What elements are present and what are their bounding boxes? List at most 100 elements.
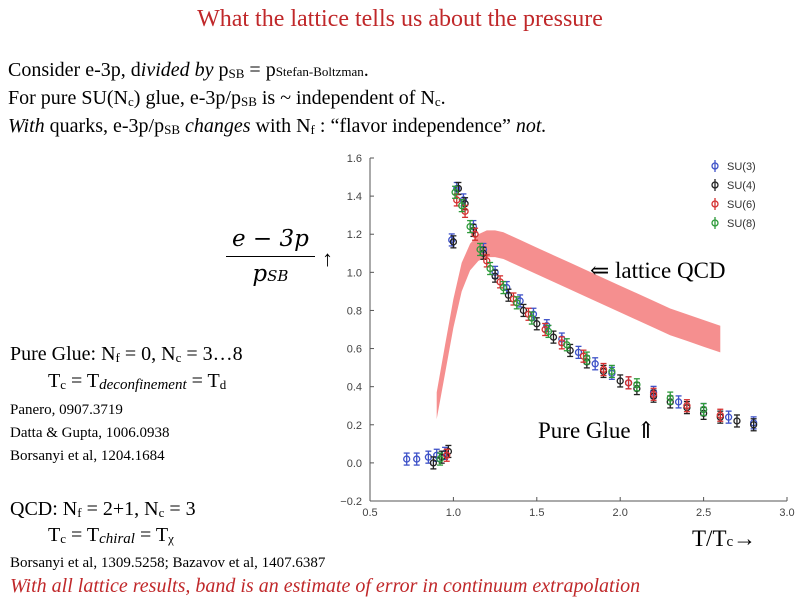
data-marker: [599, 365, 608, 374]
chart: −0.2 0.0 0.2 0.4 0.6 0.8 1.0 1.2 1.4 1.6 0.5 1.0 1.5…: [340, 153, 794, 519]
x-tick-label: 0.5: [362, 507, 377, 519]
pure-glue-line: Pure Glue: Nf = 0, Nc = 3…8: [10, 343, 243, 365]
data-marker: [724, 413, 733, 421]
data-point: [496, 275, 504, 289]
legend-marker: [711, 219, 719, 227]
data-point: [716, 408, 724, 422]
data-marker: [466, 222, 474, 231]
data-point: [583, 351, 591, 365]
data-marker: [451, 188, 459, 196]
data-marker: [448, 236, 456, 244]
data-point: [649, 387, 658, 401]
data-marker: [683, 402, 691, 410]
data-marker: [616, 377, 624, 385]
y-tick-label: 0.8: [347, 305, 362, 317]
data-marker: [674, 398, 683, 406]
data-point: [504, 288, 513, 302]
formula-denominator: pSB: [252, 261, 289, 287]
tc-chiral-line: Tc = Tchiral = Tχ: [48, 524, 174, 547]
data-marker: [519, 306, 528, 315]
band-layer: [436, 230, 721, 420]
reference-2: Datta & Gupta, 1006.0938: [10, 425, 170, 441]
data-marker: [458, 201, 466, 210]
formula: e − 3p pSB: [226, 226, 315, 287]
x-tick-label: 1.5: [529, 507, 544, 519]
data-point: [591, 357, 599, 371]
data-point: [466, 219, 474, 234]
data-marker: [403, 455, 411, 463]
data-marker: [574, 348, 583, 357]
data-marker: [733, 417, 741, 425]
data-point: [499, 280, 508, 295]
data-marker: [444, 447, 453, 456]
x-tick-label: 2.5: [696, 507, 711, 519]
data-marker: [544, 327, 553, 336]
qcd-line: QCD: Nf = 2+1, Nc = 3: [10, 498, 196, 520]
y-tick-label: 0.0: [347, 458, 362, 470]
data-point: [449, 235, 458, 249]
reference-1: Panero, 0907.3719: [10, 402, 123, 418]
data-point: [733, 414, 741, 428]
y-tick-label: 1.4: [347, 191, 362, 203]
data-point: [616, 374, 624, 388]
data-point: [443, 448, 451, 462]
data-point: [574, 345, 583, 360]
legend-marker: [711, 200, 719, 208]
y-tick-label: 0.2: [347, 420, 362, 432]
legend-marker: [711, 162, 719, 170]
formula-up-arrow: ↑: [322, 246, 333, 271]
data-point: [608, 364, 616, 379]
footer-note: With all lattice results, band is an est…: [10, 575, 641, 597]
data-marker: [499, 283, 508, 292]
y-tick-label: 0.4: [347, 382, 362, 394]
x-tick-label: 2.0: [613, 507, 628, 519]
reference-3: Borsanyi et al, 1204.1684: [10, 448, 165, 464]
data-point: [624, 376, 633, 390]
data-marker: [429, 459, 438, 467]
pure-glue-arrow-label: Pure Glue ⇑: [538, 418, 656, 443]
data-marker: [749, 421, 758, 429]
data-marker: [476, 245, 484, 254]
data-marker: [633, 381, 641, 389]
data-point: [528, 311, 536, 325]
data-point: [476, 242, 484, 257]
data-point: [486, 261, 494, 276]
y-tick-label: −0.2: [340, 496, 362, 508]
y-tick-label: 1.0: [347, 267, 362, 279]
data-point: [683, 399, 691, 413]
legend-label: SU(8): [727, 218, 756, 230]
data-point: [436, 452, 444, 466]
data-marker: [504, 291, 513, 299]
data-point: [451, 185, 459, 199]
data-point: [429, 456, 438, 470]
data-point: [674, 395, 683, 409]
y-tick-label: 0.6: [347, 344, 362, 356]
data-point: [413, 452, 421, 466]
data-marker: [443, 451, 451, 459]
data-marker: [563, 341, 571, 349]
data-marker: [483, 257, 491, 265]
data-marker: [436, 455, 444, 463]
legend-item: SU(8): [711, 217, 756, 230]
data-point: [403, 452, 411, 466]
data-marker: [486, 264, 494, 273]
lattice-qcd-band: [436, 230, 721, 420]
series-su8: [436, 185, 708, 466]
tc-deconfinement-line: Tc = Tdeconfinement = Td: [48, 370, 227, 393]
legend-item: SU(6): [711, 198, 756, 211]
y-tick-label: 1.6: [347, 153, 362, 165]
data-point: [749, 418, 758, 432]
data-point: [633, 378, 641, 392]
data-marker: [624, 379, 633, 387]
data-marker: [583, 354, 591, 362]
intro-line-3: With quarks, e-3p/pSB changes with Nf : …: [8, 115, 547, 137]
data-marker: [666, 394, 674, 402]
points-layer: [403, 181, 758, 470]
x-axis-label: T/Tc→: [692, 526, 757, 551]
data-point: [513, 296, 521, 310]
data-marker: [608, 367, 616, 376]
y-tick-label: 1.2: [347, 229, 362, 241]
slide-title: What the lattice tells us about the pres…: [197, 6, 603, 32]
x-tick-label: 1.0: [446, 507, 461, 519]
x-tick-label: 3.0: [779, 507, 794, 519]
